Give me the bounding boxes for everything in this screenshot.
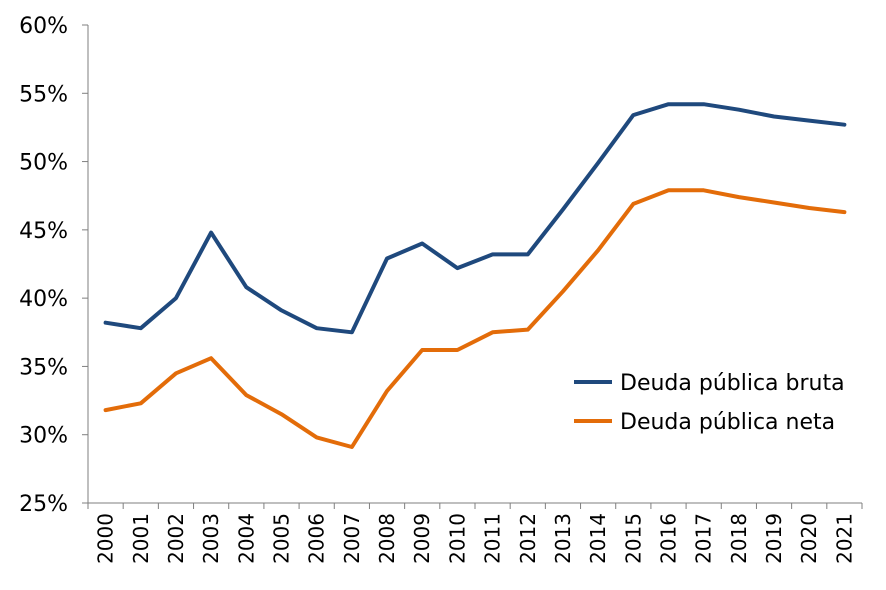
x-tick-label: 2009 <box>410 513 434 564</box>
y-tick-label: 55% <box>19 82 68 107</box>
x-tick-label: 2010 <box>445 513 469 564</box>
x-tick-label: 2019 <box>762 513 786 564</box>
x-tick-label: 2015 <box>621 513 645 564</box>
x-tick-label: 2017 <box>692 513 716 564</box>
legend-label-1: Deuda pública neta <box>620 410 835 435</box>
x-tick-label: 2020 <box>797 513 821 564</box>
x-tick-label: 2003 <box>199 513 223 564</box>
x-tick-label: 2013 <box>551 513 575 564</box>
x-tick-label: 2018 <box>727 513 751 564</box>
x-tick-label: 2007 <box>340 513 364 564</box>
x-tick-label: 2016 <box>657 513 681 564</box>
x-tick-label: 2008 <box>375 513 399 564</box>
x-tick-label: 2011 <box>481 513 505 564</box>
x-tick-label: 2005 <box>270 513 294 564</box>
series-line-0 <box>103 102 847 335</box>
x-tick-label: 2021 <box>832 513 856 564</box>
x-tick-label: 2006 <box>305 513 329 564</box>
legend: Deuda pública bruta Deuda pública neta <box>574 371 845 435</box>
x-tick-label: 2001 <box>129 513 153 564</box>
series-lines <box>103 102 847 449</box>
legend-label-0: Deuda pública bruta <box>620 371 845 396</box>
y-tick-label: 30% <box>19 424 68 449</box>
y-tick-label: 60% <box>19 14 68 39</box>
x-tick-label: 2012 <box>516 513 540 564</box>
series-line-1 <box>103 188 847 449</box>
y-tick-label: 40% <box>19 287 68 312</box>
x-tick-label: 2000 <box>94 513 118 564</box>
x-axis-ticks: 2000 2001 2002 2003 2004 2005 2006 2007 2008 2009… <box>87 503 863 564</box>
x-tick-label: 2014 <box>586 513 610 564</box>
y-tick-label: 35% <box>19 355 68 380</box>
x-tick-label: 2002 <box>164 513 188 564</box>
y-tick-label: 25% <box>19 492 68 517</box>
y-axis-ticks: 25% 30% 35% 40% 45% 50% 55% 60% <box>19 14 88 517</box>
y-tick-label: 50% <box>19 151 68 176</box>
x-tick-label: 2004 <box>234 513 258 564</box>
y-tick-label: 45% <box>19 219 68 244</box>
